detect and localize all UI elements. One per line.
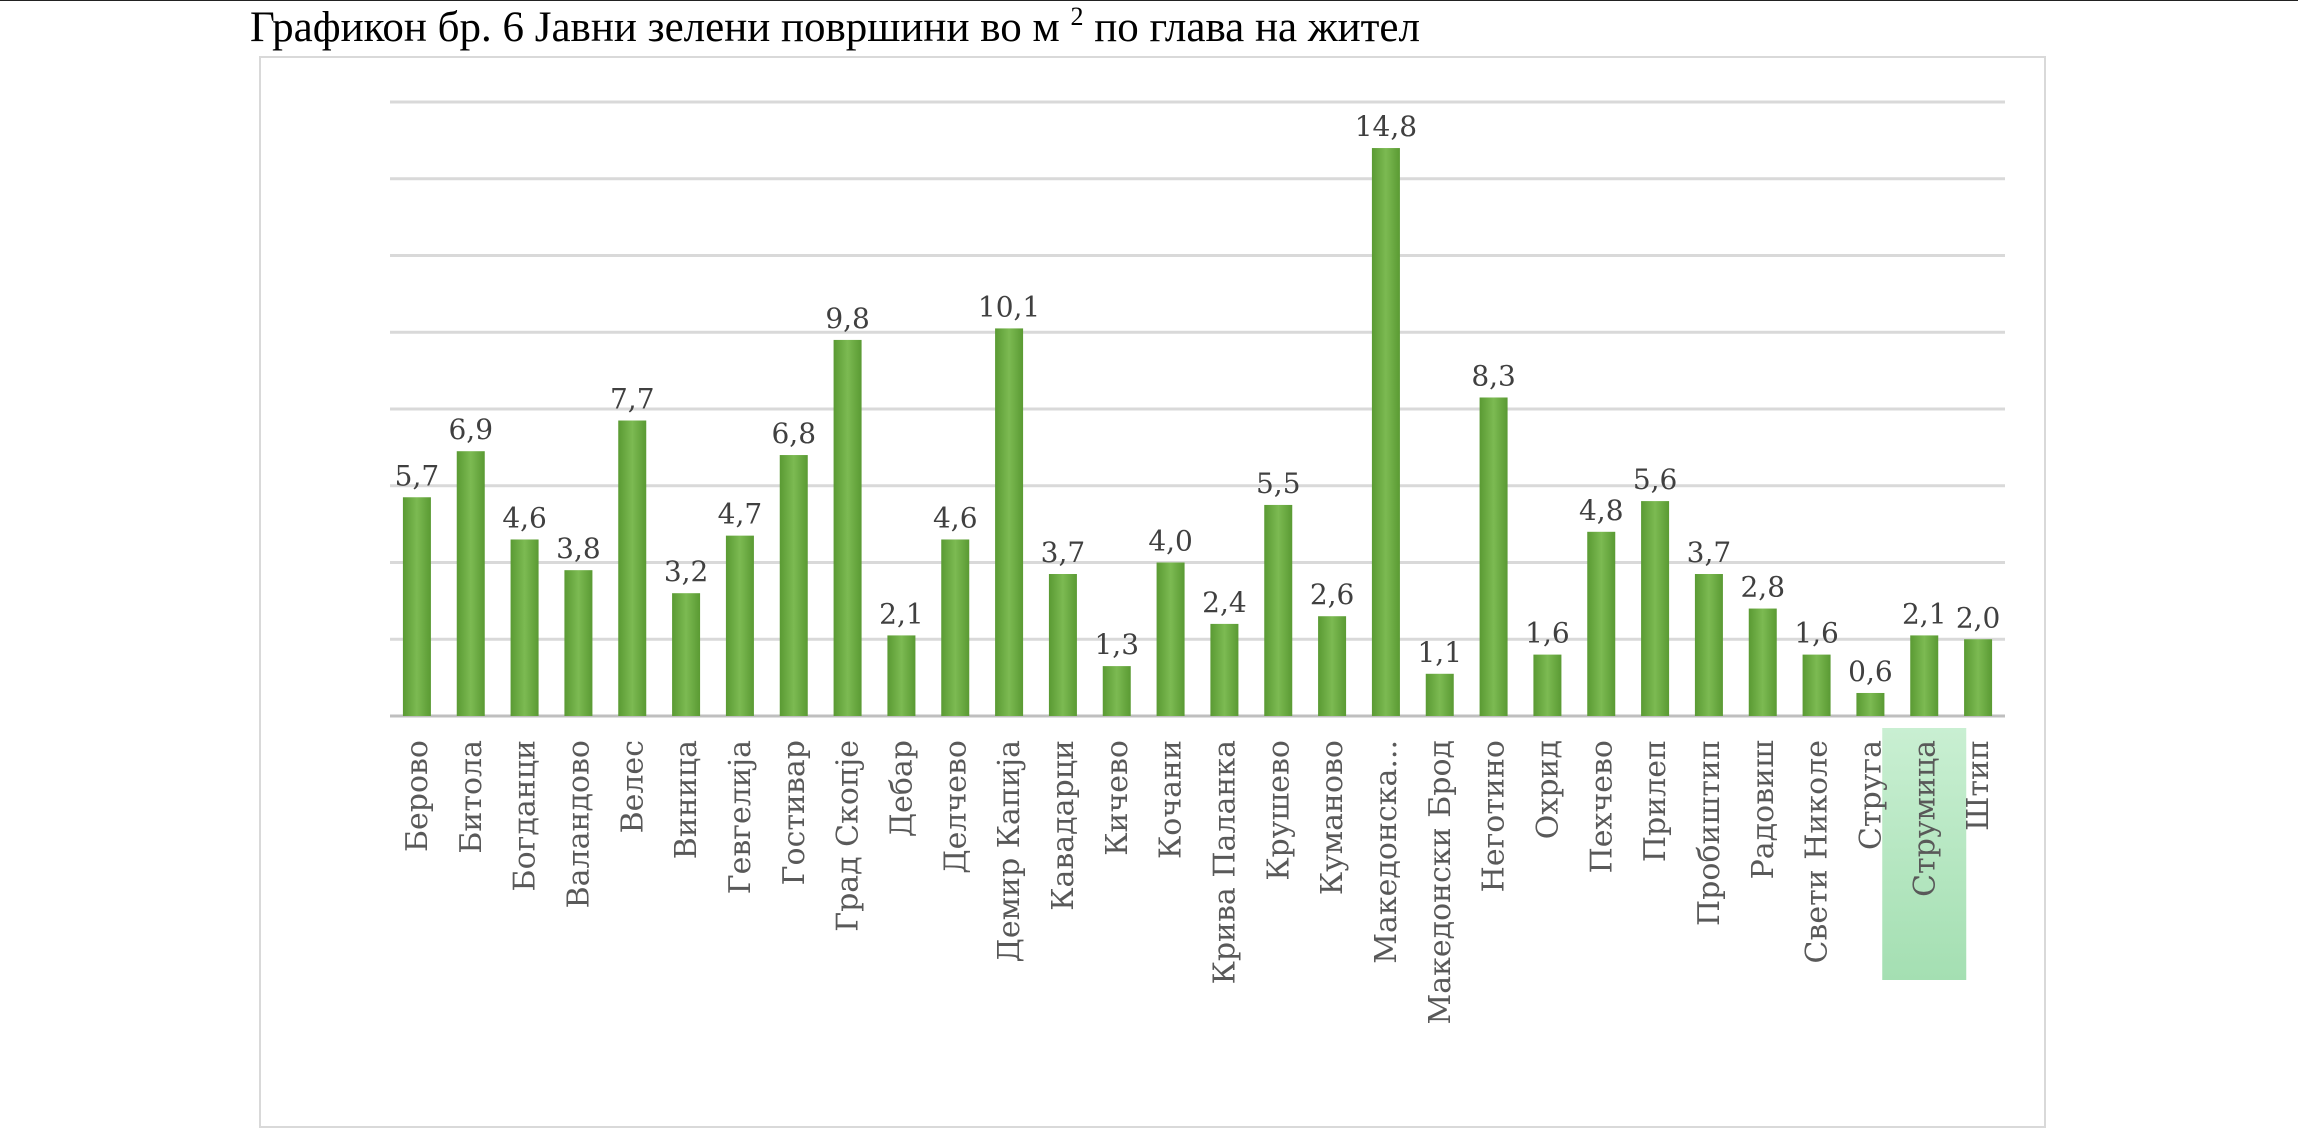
- bar: [1371, 148, 1400, 717]
- data-label: 14,8: [1355, 110, 1417, 143]
- data-label: 9,8: [825, 302, 870, 335]
- category-label: Македонски Брод: [1423, 740, 1458, 1025]
- data-label: 3,7: [1687, 536, 1732, 569]
- category-label: Град Скопје: [831, 740, 866, 932]
- data-label: 5,5: [1256, 467, 1301, 500]
- category-label: Кичево: [1100, 740, 1135, 856]
- category-label: Битола: [454, 740, 489, 854]
- chart-frame: [259, 56, 2046, 1128]
- category-label: Берово: [400, 740, 435, 852]
- data-label: 1,6: [1525, 617, 1570, 650]
- bar: [1156, 562, 1185, 716]
- bar: [1102, 666, 1131, 716]
- bar: [1318, 616, 1347, 716]
- data-label: 2,1: [879, 597, 924, 630]
- bar: [1264, 504, 1293, 716]
- bar: [1964, 639, 1993, 716]
- bar: [941, 539, 970, 716]
- category-label: Виница: [669, 740, 704, 859]
- data-label: 6,9: [448, 413, 493, 446]
- data-label: 2,1: [1902, 597, 1947, 630]
- data-label: 4,6: [502, 501, 547, 534]
- category-label: Свети Николе: [1800, 740, 1835, 964]
- title-superscript: 2: [1070, 2, 1084, 31]
- data-label: 5,7: [395, 459, 440, 492]
- bar: [1641, 501, 1670, 716]
- category-label: Македонска...: [1369, 740, 1404, 964]
- category-label: Струга: [1853, 740, 1888, 850]
- data-label: 6,8: [771, 417, 816, 450]
- data-label: 1,6: [1794, 617, 1839, 650]
- title-tail: по глава на жител: [1083, 4, 1420, 51]
- bar: [1479, 397, 1508, 716]
- category-label: Струмица: [1907, 740, 1942, 897]
- bar: [1425, 673, 1454, 716]
- category-label: Велес: [615, 740, 650, 833]
- category-label: Пробиштип: [1692, 740, 1727, 926]
- data-label: 2,6: [1310, 578, 1355, 611]
- bar: [1694, 574, 1723, 716]
- category-label: Крива Паланка: [1207, 740, 1242, 984]
- category-label: Дебар: [884, 740, 919, 837]
- bar: [456, 451, 485, 716]
- data-label: 10,1: [978, 290, 1040, 323]
- category-label: Прилеп: [1638, 740, 1673, 862]
- bar: [995, 328, 1024, 716]
- data-label: 3,8: [556, 532, 601, 565]
- bar: [402, 497, 431, 716]
- bar: [779, 455, 808, 716]
- category-label: Охрид: [1530, 740, 1565, 839]
- category-label: Кочани: [1154, 740, 1189, 859]
- category-highlight: [1882, 728, 1967, 980]
- category-label: Пехчево: [1584, 740, 1619, 873]
- data-label: 4,7: [718, 498, 763, 531]
- bar: [1533, 654, 1562, 716]
- data-label: 4,8: [1579, 494, 1624, 527]
- category-label: Куманово: [1315, 740, 1350, 895]
- bar: [833, 339, 862, 716]
- category-label: Кавадарци: [1046, 740, 1081, 911]
- category-label: Гостивар: [777, 740, 812, 885]
- category-label: Гевгелија: [723, 740, 758, 894]
- bar: [1587, 531, 1616, 716]
- data-label: 5,6: [1633, 463, 1678, 496]
- data-label: 7,7: [610, 383, 655, 416]
- data-label: 3,7: [1041, 536, 1086, 569]
- bar: [1910, 635, 1939, 716]
- category-label: Богданци: [508, 740, 543, 891]
- category-label: Штип: [1961, 740, 1996, 831]
- data-label: 8,3: [1471, 359, 1516, 392]
- category-label: Валандово: [561, 740, 596, 908]
- bar: [1048, 574, 1077, 716]
- top-rule: [0, 0, 2298, 1]
- bar: [510, 539, 539, 716]
- data-label: 0,6: [1848, 655, 1893, 688]
- bar: [1802, 654, 1831, 716]
- chart-title: Графикон бр. 6 Јавни зелени површини во …: [250, 2, 1420, 54]
- data-label: 4,6: [933, 501, 978, 534]
- bar: [564, 570, 593, 716]
- data-label: 4,0: [1148, 525, 1193, 558]
- data-label: 1,3: [1094, 628, 1139, 661]
- data-label: 3,2: [664, 555, 709, 588]
- category-label: Демир Капија: [992, 740, 1027, 963]
- bar: [672, 593, 701, 716]
- category-label: Неготино: [1477, 740, 1512, 892]
- category-label: Делчево: [938, 740, 973, 874]
- data-label: 2,4: [1202, 586, 1247, 619]
- bar: [887, 635, 916, 716]
- category-label: Крушево: [1261, 740, 1296, 881]
- data-label: 2,0: [1956, 601, 2001, 634]
- data-label: 1,1: [1417, 636, 1462, 669]
- category-label: Радовиш: [1746, 740, 1781, 879]
- title-main: Графикон бр. 6 Јавни зелени површини во …: [250, 4, 1071, 51]
- bar: [1748, 608, 1777, 716]
- bar: [618, 420, 647, 716]
- bar: [1856, 692, 1885, 716]
- data-label: 2,8: [1740, 571, 1785, 604]
- bar: [1210, 623, 1239, 716]
- bar: [725, 535, 754, 716]
